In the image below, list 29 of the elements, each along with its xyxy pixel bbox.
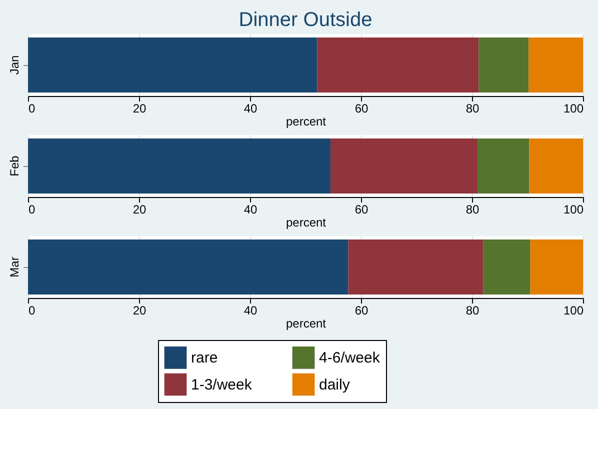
x-tick-label: 0 xyxy=(28,102,36,116)
x-axis-title: percent xyxy=(286,316,327,330)
x-tick-label: 60 xyxy=(354,102,368,116)
y-tick-label: Mar xyxy=(8,256,22,278)
x-tick-label: 0 xyxy=(28,304,36,318)
x-tick-label: 40 xyxy=(244,304,258,318)
x-tick-label: 20 xyxy=(132,102,146,116)
x-tick-label: 100 xyxy=(563,202,584,216)
x-tick-label: 60 xyxy=(354,304,368,318)
x-tick-label: 80 xyxy=(466,102,480,116)
y-tick-label: Jan xyxy=(8,55,22,75)
y-tick-label: Feb xyxy=(8,155,22,176)
legend-label: daily xyxy=(319,376,350,394)
x-tick-label: 100 xyxy=(563,304,584,318)
x-tick-label: 20 xyxy=(132,202,146,216)
x-tick-label: 100 xyxy=(563,102,584,116)
legend-label: rare xyxy=(191,350,218,367)
chart-title: Dinner Outside xyxy=(238,9,372,31)
x-tick-label: 80 xyxy=(466,304,480,318)
x-tick-label: 0 xyxy=(28,202,36,216)
x-tick-label: 60 xyxy=(354,202,368,216)
x-axis-title: percent xyxy=(286,216,327,230)
x-tick-label: 20 xyxy=(132,304,146,318)
x-axis-title: percent xyxy=(286,114,327,128)
x-tick-label: 40 xyxy=(244,202,258,216)
legend-label: 4-6/week xyxy=(319,350,380,367)
x-tick-label: 40 xyxy=(244,102,258,116)
x-tick-label: 80 xyxy=(466,202,480,216)
legend-label: 1-3/week xyxy=(191,376,252,394)
